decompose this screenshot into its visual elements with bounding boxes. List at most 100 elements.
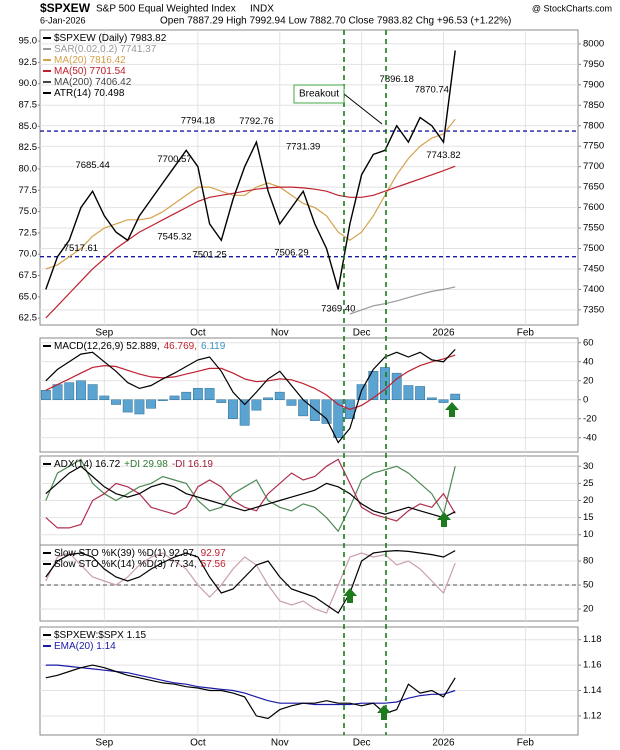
breakout-callout: Breakout (293, 84, 383, 125)
signal-arrow (445, 402, 459, 417)
price-annotation: 7506.29 (274, 247, 308, 258)
y-tick-label: 0 (583, 394, 588, 405)
panel-frame (39, 29, 579, 326)
x-tick-label: Nov (271, 738, 289, 749)
y-tick-label: 80 (583, 556, 594, 567)
legend-entry: Slow STO %K(14) %D(3) 77.34, 57.56 (54, 559, 226, 570)
y-tick-label: 1.18 (583, 634, 602, 645)
y-tick-label: 20 (583, 604, 594, 615)
x-tick-label: Feb (517, 328, 535, 339)
price-annotation: 7685.44 (75, 160, 109, 171)
histogram-bar (251, 399, 262, 411)
histogram-bar (274, 391, 285, 400)
series-line (45, 465, 456, 519)
legend-text: MA(20) 7816.42 (54, 55, 126, 66)
x-tick-label: 2026 (432, 328, 455, 339)
y-tick-label: -20 (583, 413, 597, 424)
legend-text: 92.97 (201, 548, 226, 559)
series-line (45, 458, 456, 533)
price-annotation: 7700.57 (157, 154, 191, 165)
histogram-bar (157, 399, 168, 401)
legend-entry: MA(200) 7406.42 (54, 77, 132, 88)
y-tick-label: 7800 (583, 120, 604, 131)
y-tick-label: 8000 (583, 38, 604, 49)
histogram-bar (368, 371, 379, 400)
y-tick-label: 7350 (583, 304, 604, 315)
y-tick-label: 95.0 (19, 36, 38, 47)
price-annotation: 7896.18 (380, 74, 414, 85)
series-line (349, 286, 456, 315)
y-tick-label: 7750 (583, 141, 604, 152)
legend-text: MA(50) 7701.54 (54, 66, 126, 77)
y-tick-label: 82.5 (19, 142, 38, 153)
symbol: $SPXEW (40, 1, 91, 15)
x-tick-label: Nov (271, 328, 289, 339)
panel-frame (39, 337, 579, 453)
histogram-bar (192, 388, 203, 401)
y-tick-label: 85.0 (19, 121, 38, 132)
legend-text: EMA(20) 1.14 (54, 641, 116, 652)
histogram-bar (216, 399, 227, 403)
x-tick-label: 2026 (432, 738, 455, 749)
y-tick-label: 50 (583, 580, 594, 591)
y-tick-label: 10 (583, 529, 594, 540)
y-tick-label: 7550 (583, 223, 604, 234)
signal-arrow (343, 588, 357, 603)
histogram-bar (40, 390, 51, 400)
histogram-bar (263, 397, 273, 401)
legend-entry: EMA(20) 1.14 (54, 641, 116, 652)
y-tick-label: 7650 (583, 182, 604, 193)
series-line (45, 549, 456, 614)
y-tick-label: 62.5 (19, 313, 38, 324)
legend-text: ATR(14) 70.498 (54, 88, 125, 99)
y-tick-label: 7450 (583, 263, 604, 274)
date: 6-Jan-2026 (40, 15, 86, 25)
y-tick-label: 60 (583, 337, 594, 348)
histogram-bar (122, 399, 133, 413)
legend-text: ADX(14) 16.72 (54, 459, 121, 470)
legend-text: 46.769, (164, 341, 197, 352)
price-annotation: 7743.82 (426, 150, 460, 161)
histogram-bar (146, 399, 157, 409)
callout-text: Breakout (299, 89, 339, 100)
y-tick-label: 70.0 (19, 249, 38, 260)
series-line (45, 50, 456, 290)
y-tick-label: 7700 (583, 161, 604, 172)
histogram-bar (204, 388, 215, 401)
y-tick-label: 72.5 (19, 227, 38, 238)
price-annotation: 7731.39 (286, 141, 320, 152)
price-annotation: 7517.61 (64, 243, 98, 254)
y-tick-label: 7850 (583, 100, 604, 111)
legend-text: 6.119 (201, 341, 226, 352)
y-tick-label: 7950 (583, 59, 604, 70)
legend-entry: MA(20) 7816.42 (54, 55, 126, 66)
legend-entry: MA(50) 7701.54 (54, 66, 126, 77)
y-tick-label: 87.5 (19, 100, 38, 111)
panel-frame (39, 544, 579, 622)
signal-arrow (377, 705, 391, 720)
histogram-bar (333, 399, 344, 438)
y-tick-label: 20 (583, 495, 594, 506)
histogram-bar (438, 399, 449, 403)
x-tick-label: Oct (190, 738, 206, 749)
y-tick-label: 1.16 (583, 660, 602, 671)
y-tick-label: 65.0 (19, 291, 38, 302)
histogram-bar (286, 399, 297, 406)
series-line (45, 354, 456, 410)
histogram-bar (87, 384, 98, 400)
price-annotation: 7545.32 (157, 231, 191, 242)
histogram-bar (228, 399, 238, 419)
signal-arrow (437, 512, 451, 527)
legend-text: +DI 29.98 (124, 459, 168, 470)
legend-entry: SAR(0.02,0.2) 7741.37 (54, 44, 157, 55)
histogram-bar (99, 395, 110, 401)
histogram-bar (111, 399, 121, 405)
y-tick-label: 80.0 (19, 163, 38, 174)
histogram-bar (64, 382, 75, 400)
histogram-bar (169, 395, 180, 401)
price-annotation: 7792.76 (239, 116, 273, 127)
price-annotation: 7794.18 (181, 116, 215, 127)
x-tick-label: Feb (517, 738, 535, 749)
histogram-bar (380, 367, 390, 401)
